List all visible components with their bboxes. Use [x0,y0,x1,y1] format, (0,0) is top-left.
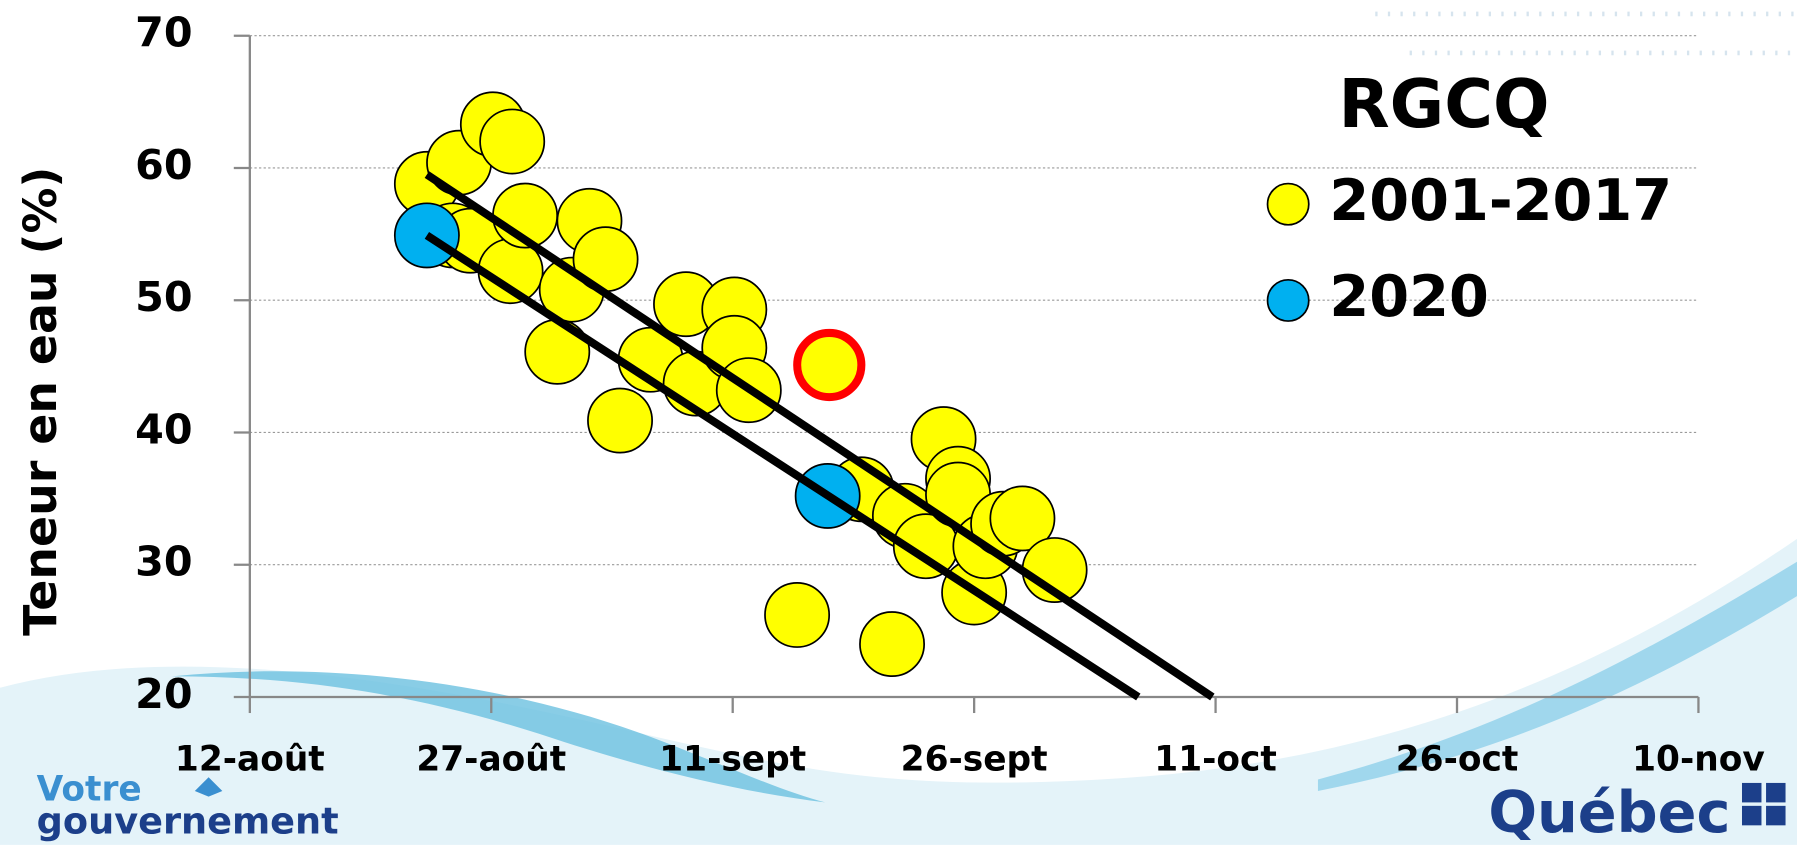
point [989,485,1056,552]
y-tick-label: 50 [135,273,192,321]
brand-text: Québec [1488,779,1730,845]
brand-text: gouvernement [37,800,339,843]
legend-marker [1266,182,1310,226]
highlight-ring [793,328,866,402]
legend-marker [1266,278,1310,322]
point [764,582,831,648]
y-tick-label: 60 [135,141,192,189]
point [479,108,546,175]
legend-label: 2001-2017 [1329,167,1672,234]
legend-title: RGCQ [1339,65,1550,143]
background [0,11,1797,845]
branding: Votre gouvernement Québec [37,769,1786,845]
x-tick-label: 11-sept [659,740,806,780]
x-tick-label: 27-août [416,740,566,780]
y-tick-label: 70 [135,9,192,57]
x-tick-label: 12-août [175,740,325,780]
x-tick-label: 26-oct [1396,740,1519,780]
x-tick-label: 26-sept [901,740,1048,780]
legend-label: 2020 [1329,263,1488,330]
trend-line [424,171,1215,701]
y-tick-label: 20 [135,670,192,718]
y-tick-label: 40 [135,405,192,453]
x-tick-label: 10-nov [1632,740,1765,780]
point [587,387,653,454]
point [524,318,591,385]
x-tick-label: 11-oct [1154,740,1277,780]
brand-text: Votre [37,769,142,809]
point [859,611,926,678]
trend-line [424,232,1141,701]
y-tick-label: 30 [135,538,192,586]
y-axis-title: Teneur en eau (%) [13,167,67,636]
